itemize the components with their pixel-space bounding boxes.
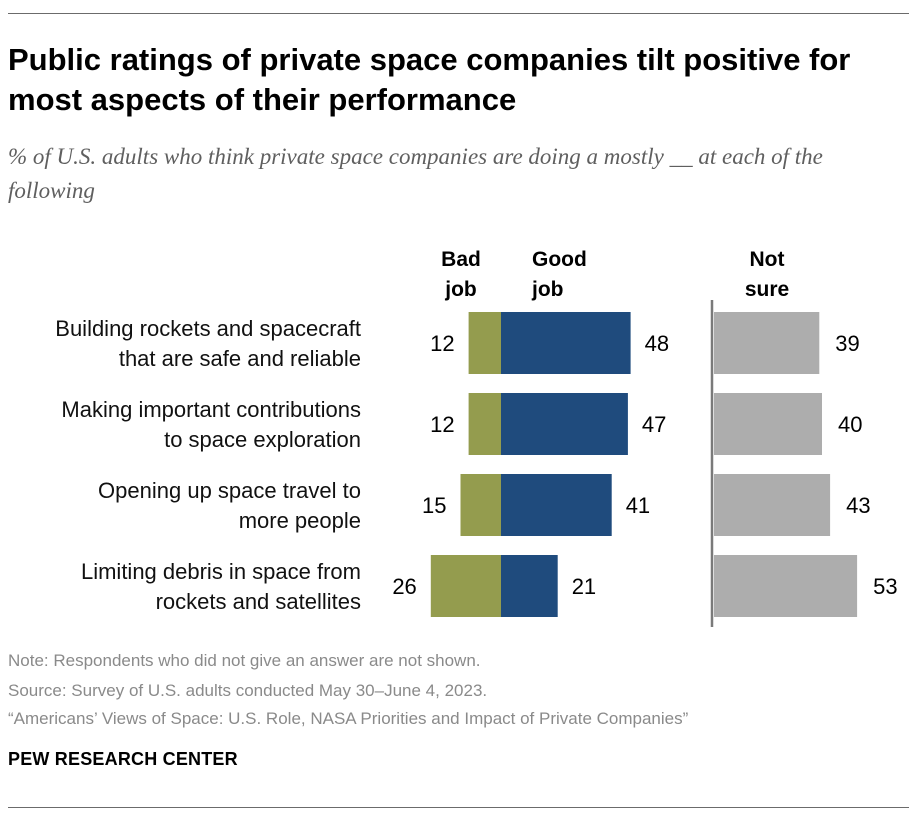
category-label: Making important contributions bbox=[61, 397, 361, 422]
bar-chart: Bad job Good job Not sure Building rockets and… bbox=[55, 248, 898, 627]
column-header-good: Good bbox=[532, 248, 587, 271]
value-label-good-job: 41 bbox=[626, 493, 650, 518]
bar-bad-job bbox=[468, 393, 501, 455]
top-rule bbox=[8, 13, 909, 14]
chart-title: Public ratings of private space companie… bbox=[8, 42, 851, 117]
column-header-good: job bbox=[531, 278, 564, 301]
category-label: Building rockets and spacecraft bbox=[55, 316, 361, 341]
column-header-bad: Bad bbox=[441, 248, 481, 271]
chart-subtitle: % of U.S. adults who think private space… bbox=[8, 144, 823, 203]
bar-not-sure bbox=[714, 393, 822, 455]
value-label-bad-job: 26 bbox=[392, 574, 416, 599]
bar-bad-job bbox=[430, 555, 501, 617]
bar-bad-job bbox=[460, 474, 501, 536]
value-label-good-job: 21 bbox=[572, 574, 596, 599]
bar-bad-job bbox=[468, 312, 501, 374]
bar-not-sure bbox=[714, 555, 858, 617]
value-label-bad-job: 12 bbox=[430, 331, 454, 356]
value-label-bad-job: 12 bbox=[430, 412, 454, 437]
column-header-not-sure: sure bbox=[745, 278, 789, 301]
bar-good-job bbox=[501, 474, 612, 536]
value-label-not-sure: 43 bbox=[846, 493, 870, 518]
report-title-text: “Americans’ Views of Space: U.S. Role, N… bbox=[8, 709, 689, 728]
value-label-not-sure: 39 bbox=[835, 331, 859, 356]
bottom-rule bbox=[8, 807, 909, 808]
value-label-good-job: 48 bbox=[645, 331, 669, 356]
bar-not-sure bbox=[714, 312, 820, 374]
category-label: more people bbox=[239, 508, 361, 533]
category-label: to space exploration bbox=[164, 427, 361, 452]
bar-good-job bbox=[501, 312, 631, 374]
value-label-good-job: 47 bbox=[642, 412, 666, 437]
column-header-bad: job bbox=[444, 278, 477, 301]
value-label-bad-job: 15 bbox=[422, 493, 446, 518]
category-label: Limiting debris in space from bbox=[81, 559, 361, 584]
category-label: rockets and satellites bbox=[156, 589, 361, 614]
source-text: Source: Survey of U.S. adults conducted … bbox=[8, 681, 488, 700]
category-label: that are safe and reliable bbox=[119, 346, 361, 371]
column-header-not-sure: Not bbox=[750, 248, 785, 271]
value-label-not-sure: 40 bbox=[838, 412, 862, 437]
brand-name: PEW RESEARCH CENTER bbox=[8, 749, 238, 769]
bar-not-sure bbox=[714, 474, 831, 536]
value-label-not-sure: 53 bbox=[873, 574, 897, 599]
note-text: Note: Respondents who did not give an an… bbox=[8, 651, 481, 670]
bar-good-job bbox=[501, 555, 558, 617]
category-label: Opening up space travel to bbox=[98, 478, 361, 503]
bar-good-job bbox=[501, 393, 628, 455]
